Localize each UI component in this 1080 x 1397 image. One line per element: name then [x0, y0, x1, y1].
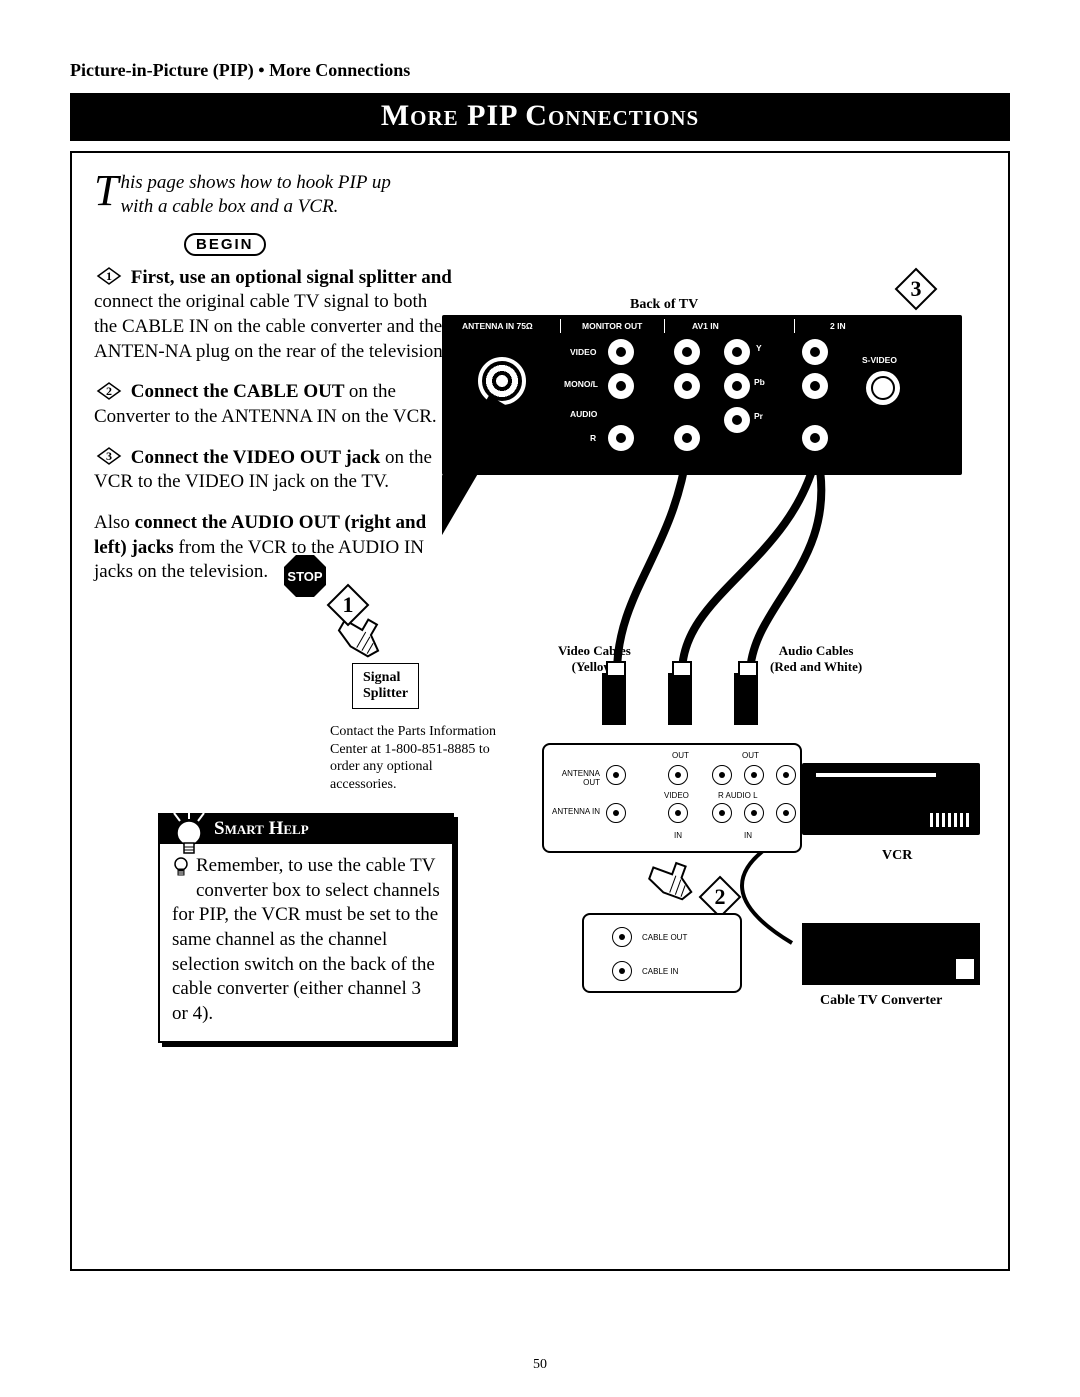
- splitter-line2: Splitter: [363, 686, 408, 702]
- breadcrumb: Picture-in-Picture (PIP) • More Connecti…: [70, 60, 1010, 81]
- step-2: 2 Connect the CABLE OUT on the Converter…: [94, 380, 454, 429]
- out-label: OUT: [672, 751, 689, 760]
- steps-list: 1 First, use an optional signal splitter…: [94, 266, 454, 586]
- smart-help-title: Smart Help: [214, 818, 309, 839]
- svg-text:2: 2: [106, 384, 112, 398]
- cable-in-label: CABLE IN: [642, 967, 678, 976]
- page-title: More PIP Connections: [70, 93, 1010, 141]
- svg-text:1: 1: [106, 269, 112, 283]
- smart-help-body: Remember, to use the cable TV converter …: [160, 844, 452, 1041]
- rca-jack-small: [712, 803, 732, 823]
- content-frame: T his page shows how to hook PIP up with…: [70, 151, 1010, 1271]
- step-1: 1 First, use an optional signal splitter…: [94, 266, 454, 365]
- rca-jack-small: [776, 803, 796, 823]
- vcr-label: VCR: [882, 848, 912, 864]
- rca-jack-small: [744, 803, 764, 823]
- antenna-in-label-small: ANTENNA IN: [552, 807, 600, 816]
- rca-plug: [602, 673, 626, 725]
- splitter-line1: Signal: [363, 670, 408, 686]
- r-audio-l-label: R AUDIO L: [718, 791, 758, 800]
- vcr-device-icon: [802, 763, 980, 835]
- step-number-icon: 1: [94, 266, 124, 286]
- smart-help-text: Remember, to use the cable TV converter …: [172, 855, 440, 1024]
- cable-out-label: CABLE OUT: [642, 933, 687, 942]
- stop-icon: STOP: [282, 553, 328, 599]
- begin-badge: BEGIN: [184, 233, 266, 256]
- step-3b-pre: Also: [94, 512, 135, 533]
- svg-text:2: 2: [715, 884, 726, 909]
- intro-body: his page shows how to hook PIP up with a…: [120, 172, 390, 217]
- lightbulb-icon: [168, 809, 210, 857]
- intro-text: T his page shows how to hook PIP up with…: [94, 171, 414, 219]
- rca-jack-small: [776, 765, 796, 785]
- in-label: IN: [744, 831, 752, 840]
- smart-help-header: Smart Help: [160, 815, 452, 844]
- converter-device-icon: [802, 923, 980, 985]
- step-3b: Also connect the AUDIO OUT (right and le…: [94, 511, 454, 585]
- diagram-step-1-marker: 1: [326, 583, 370, 627]
- rca-plug: [734, 673, 758, 725]
- connection-diagram: Back of TV 3 ANTENNA IN 75Ω MONITOR OUT …: [442, 273, 982, 1033]
- rca-plugs: [602, 673, 758, 725]
- step-3-bold: Connect the VIDEO OUT jack: [131, 447, 385, 468]
- lightbulb-small-icon: [172, 856, 190, 886]
- svg-text:1: 1: [343, 592, 354, 617]
- converter-label: Cable TV Converter: [820, 993, 942, 1009]
- converter-jack-panel: CABLE OUT CABLE IN: [582, 913, 742, 993]
- svg-text:STOP: STOP: [287, 569, 322, 584]
- rca-jack-small: [668, 803, 688, 823]
- out-label: OUT: [742, 751, 759, 760]
- coax-jack-small: [612, 927, 632, 947]
- rca-jack-small: [712, 765, 732, 785]
- vcr-jack-panel: ANTENNA OUT ANTENNA IN OUT OUT VIDEO R A…: [542, 743, 802, 853]
- svg-text:3: 3: [106, 449, 112, 463]
- step-number-icon: 2: [94, 381, 124, 401]
- coax-jack-small: [612, 961, 632, 981]
- coax-jack-small: [606, 765, 626, 785]
- step-1-bold: First, use an optional signal splitter a…: [131, 267, 452, 288]
- step-2-bold: Connect the CABLE OUT: [131, 381, 349, 402]
- dropcap: T: [94, 171, 120, 211]
- video-label-small: VIDEO: [664, 791, 689, 800]
- signal-splitter-label: Signal Splitter: [352, 663, 419, 709]
- page-number: 50: [533, 1357, 547, 1373]
- rca-plug: [668, 673, 692, 725]
- antenna-out-label: ANTENNA OUT: [552, 769, 600, 787]
- rca-jack-small: [668, 765, 688, 785]
- smart-help-box: Smart Help Remember, to use the cable TV…: [158, 813, 454, 1043]
- in-label: IN: [674, 831, 682, 840]
- rca-jack-small: [744, 765, 764, 785]
- coax-jack-small: [606, 803, 626, 823]
- step-3: 3 Connect the VIDEO OUT jack on the VCR …: [94, 446, 454, 495]
- step-1-text: connect the original cable TV signal to …: [94, 291, 448, 361]
- step-number-icon: 3: [94, 446, 124, 466]
